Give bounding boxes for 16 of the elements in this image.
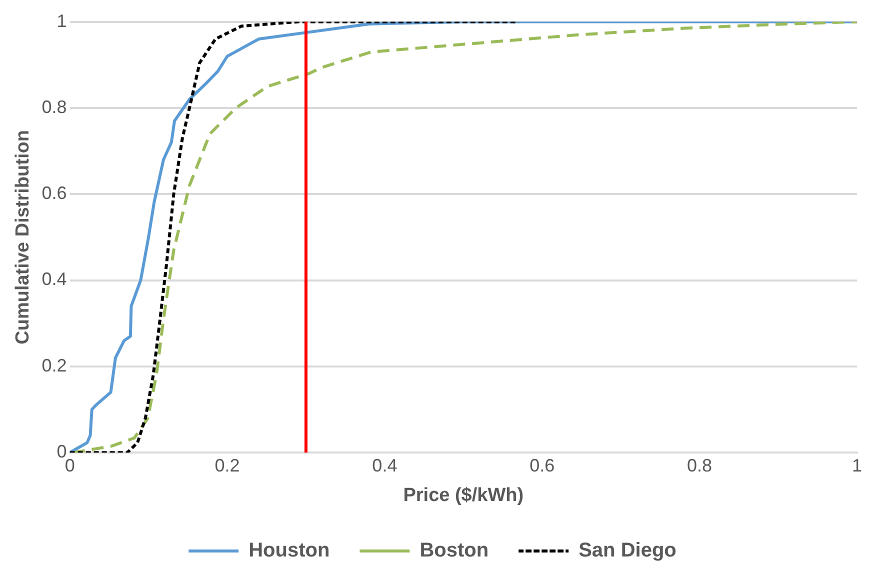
y-tick-label: 0 (56, 442, 67, 462)
y-axis-title: Cumulative Distribution (12, 130, 34, 344)
x-tick-label: 0.8 (687, 455, 712, 476)
y-tick-label: 0.8 (42, 96, 67, 117)
y-tick-label: 0.4 (42, 269, 67, 290)
legend-label: Boston (420, 540, 489, 562)
y-tick-label: 0.6 (42, 183, 67, 204)
x-tick-label: 1 (852, 455, 862, 476)
x-tick-label: 0.2 (214, 455, 240, 476)
y-tick-label: 1 (56, 10, 67, 31)
legend-label: Houston (248, 540, 330, 562)
x-axis-title: Price ($/kWh) (403, 484, 524, 506)
x-tick-label: 0.4 (372, 455, 398, 476)
legend-label: San Diego (578, 540, 676, 562)
y-tick-label: 0.2 (42, 355, 67, 376)
x-tick-label: 0.6 (530, 455, 555, 476)
